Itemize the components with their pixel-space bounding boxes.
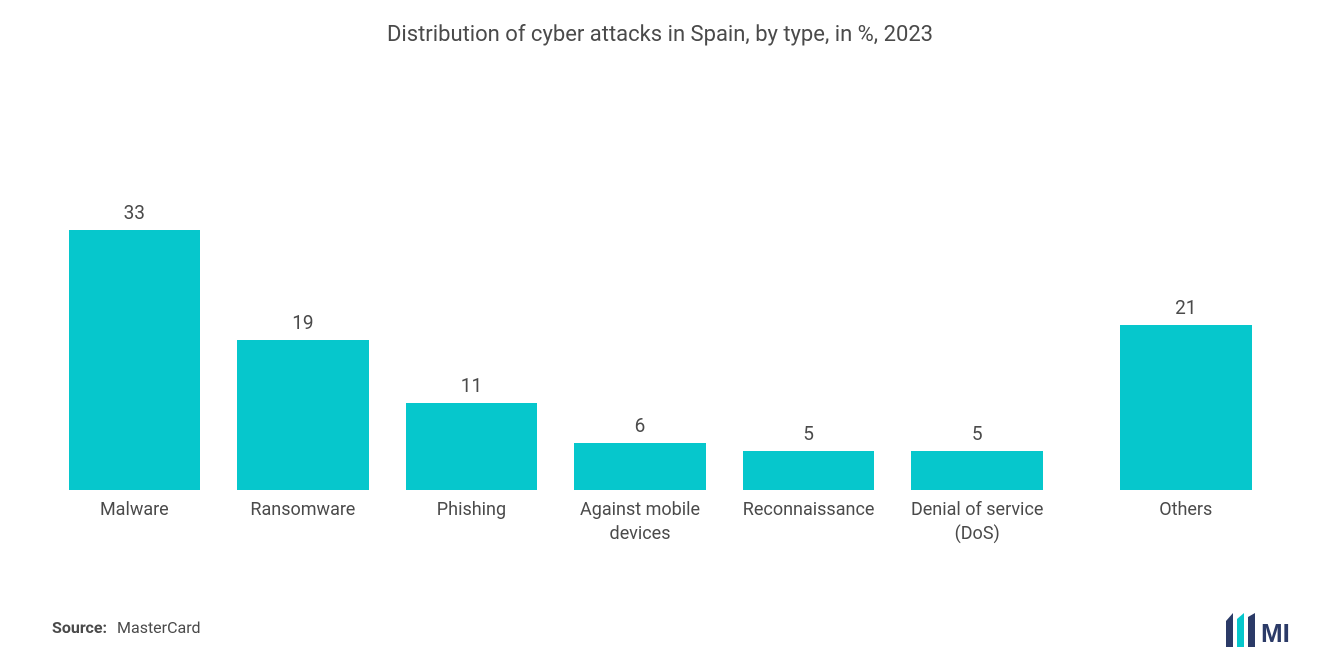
bar-col: 21 [1101,160,1270,490]
bar-value: 33 [124,201,145,224]
brand-logo: MI [1226,613,1292,651]
source-text: MasterCard [117,618,200,637]
svg-text:MI: MI [1261,618,1290,647]
category-label: Denial of service (DoS) [893,498,1062,547]
chart-title: Distribution of cyber attacks in Spain, … [0,0,1320,47]
category-label: Others [1101,498,1270,547]
bar-value: 5 [803,422,814,445]
source-line: Source: MasterCard [52,618,201,637]
bar-col: 5 [893,160,1062,490]
bar-value: 6 [635,414,646,437]
logo-svg: MI [1226,613,1292,647]
category-label: Phishing [387,498,556,547]
bar [69,230,200,490]
category-label: Malware [50,498,219,547]
bar [406,403,537,490]
bar [1120,325,1251,490]
plot-area: 33 19 11 6 5 5 21 [50,160,1270,490]
bar-value: 21 [1175,296,1196,319]
bar [237,340,368,490]
category-label: Reconnaissance [724,498,893,547]
bar-col: 11 [387,160,556,490]
bar-value: 11 [461,374,482,397]
source-label: Source: [52,618,107,637]
bar-col: 33 [50,160,219,490]
bar [911,451,1042,490]
bar-col: 19 [219,160,388,490]
category-label: Against mobile devices [556,498,725,547]
bar-col: 6 [556,160,725,490]
bar-col: 5 [724,160,893,490]
category-label: Ransomware [219,498,388,547]
bar-value: 5 [972,422,983,445]
bar-value: 19 [292,311,313,334]
bar [743,451,874,490]
labels-row: MalwareRansomwarePhishingAgainst mobile … [50,498,1270,547]
bar [574,443,705,490]
chart-container: Distribution of cyber attacks in Spain, … [0,0,1320,665]
